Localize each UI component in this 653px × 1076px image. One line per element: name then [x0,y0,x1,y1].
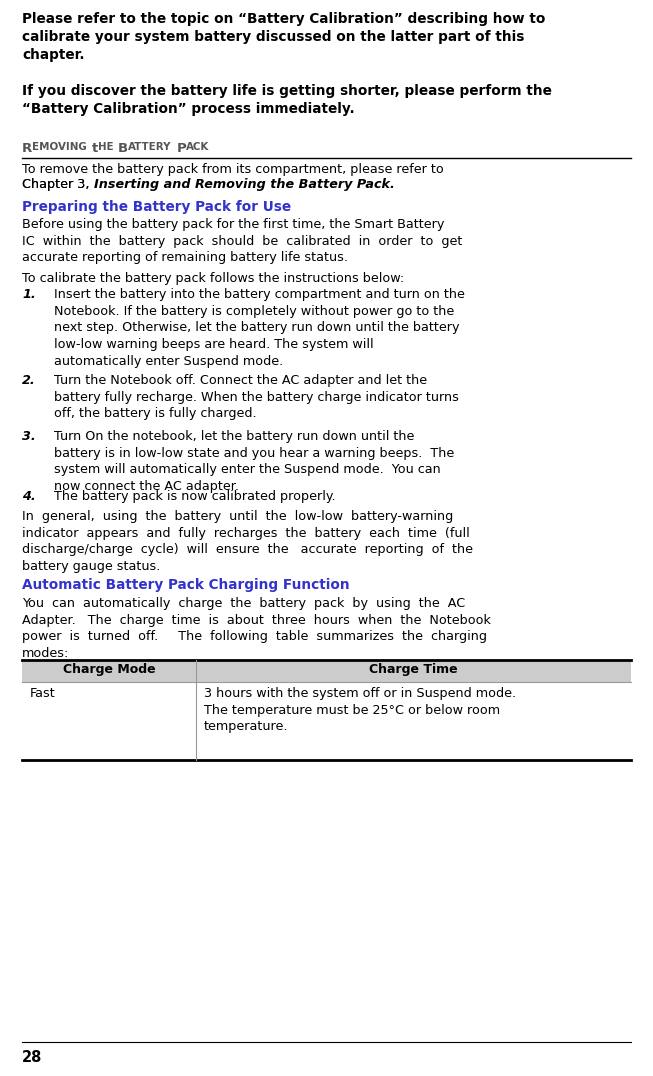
Text: Before using the battery pack for the first time, the Smart Battery
IC  within  : Before using the battery pack for the fi… [22,218,462,265]
Text: Chapter 3,: Chapter 3, [22,178,93,192]
Text: Preparing the Battery Pack for Use: Preparing the Battery Pack for Use [22,200,291,214]
Text: Charge Mode: Charge Mode [63,663,155,676]
Bar [22,660,631,682]
Text: 1.: 1. [22,288,36,301]
Text: To remove the battery pack from its compartment, please refer to: To remove the battery pack from its comp… [22,162,444,176]
Text: ACK: ACK [186,142,210,152]
Text: HE: HE [98,142,114,152]
Text: ATTERY: ATTERY [128,142,172,152]
Text: In  general,  using  the  battery  until  the  low-low  battery-warning
indicato: In general, using the battery until the … [22,510,473,574]
Text: 28: 28 [22,1050,42,1065]
Text: 3 hours with the system off or in Suspend mode.
The temperature must be 25°C or : 3 hours with the system off or in Suspen… [204,686,516,734]
Text: Inserting and Removing the Battery Pack.: Inserting and Removing the Battery Pack. [93,178,394,192]
Text: Chapter 3,: Chapter 3, [22,178,93,192]
Text: Charge Time: Charge Time [369,663,458,676]
Text: B: B [118,142,128,155]
Text: EMOVING: EMOVING [32,142,87,152]
Text: If you discover the battery life is getting shorter, please perform the
“Battery: If you discover the battery life is gett… [22,84,552,116]
Text: Insert the battery into the battery compartment and turn on the
Notebook. If the: Insert the battery into the battery comp… [54,288,465,368]
Text: 3.: 3. [22,430,36,443]
Text: R: R [22,142,32,155]
Text: Please refer to the topic on “Battery Calibration” describing how to
calibrate y: Please refer to the topic on “Battery Ca… [22,12,545,62]
Text: To calibrate the battery pack follows the instructions below:: To calibrate the battery pack follows th… [22,272,404,285]
Text: Automatic Battery Pack Charging Function: Automatic Battery Pack Charging Function [22,578,349,592]
Text: 4.: 4. [22,490,36,502]
Text: Turn On the notebook, let the battery run down until the
battery is in low-low s: Turn On the notebook, let the battery ru… [54,430,454,493]
Text: The battery pack is now calibrated properly.: The battery pack is now calibrated prope… [54,490,336,502]
Text: You  can  automatically  charge  the  battery  pack  by  using  the  AC
Adapter.: You can automatically charge the battery… [22,597,491,660]
Text: t: t [91,142,98,155]
Text: Fast: Fast [30,686,56,700]
Text: Turn the Notebook off. Connect the AC adapter and let the
battery fully recharge: Turn the Notebook off. Connect the AC ad… [54,374,459,421]
Text: P: P [176,142,186,155]
Text: 2.: 2. [22,374,36,387]
